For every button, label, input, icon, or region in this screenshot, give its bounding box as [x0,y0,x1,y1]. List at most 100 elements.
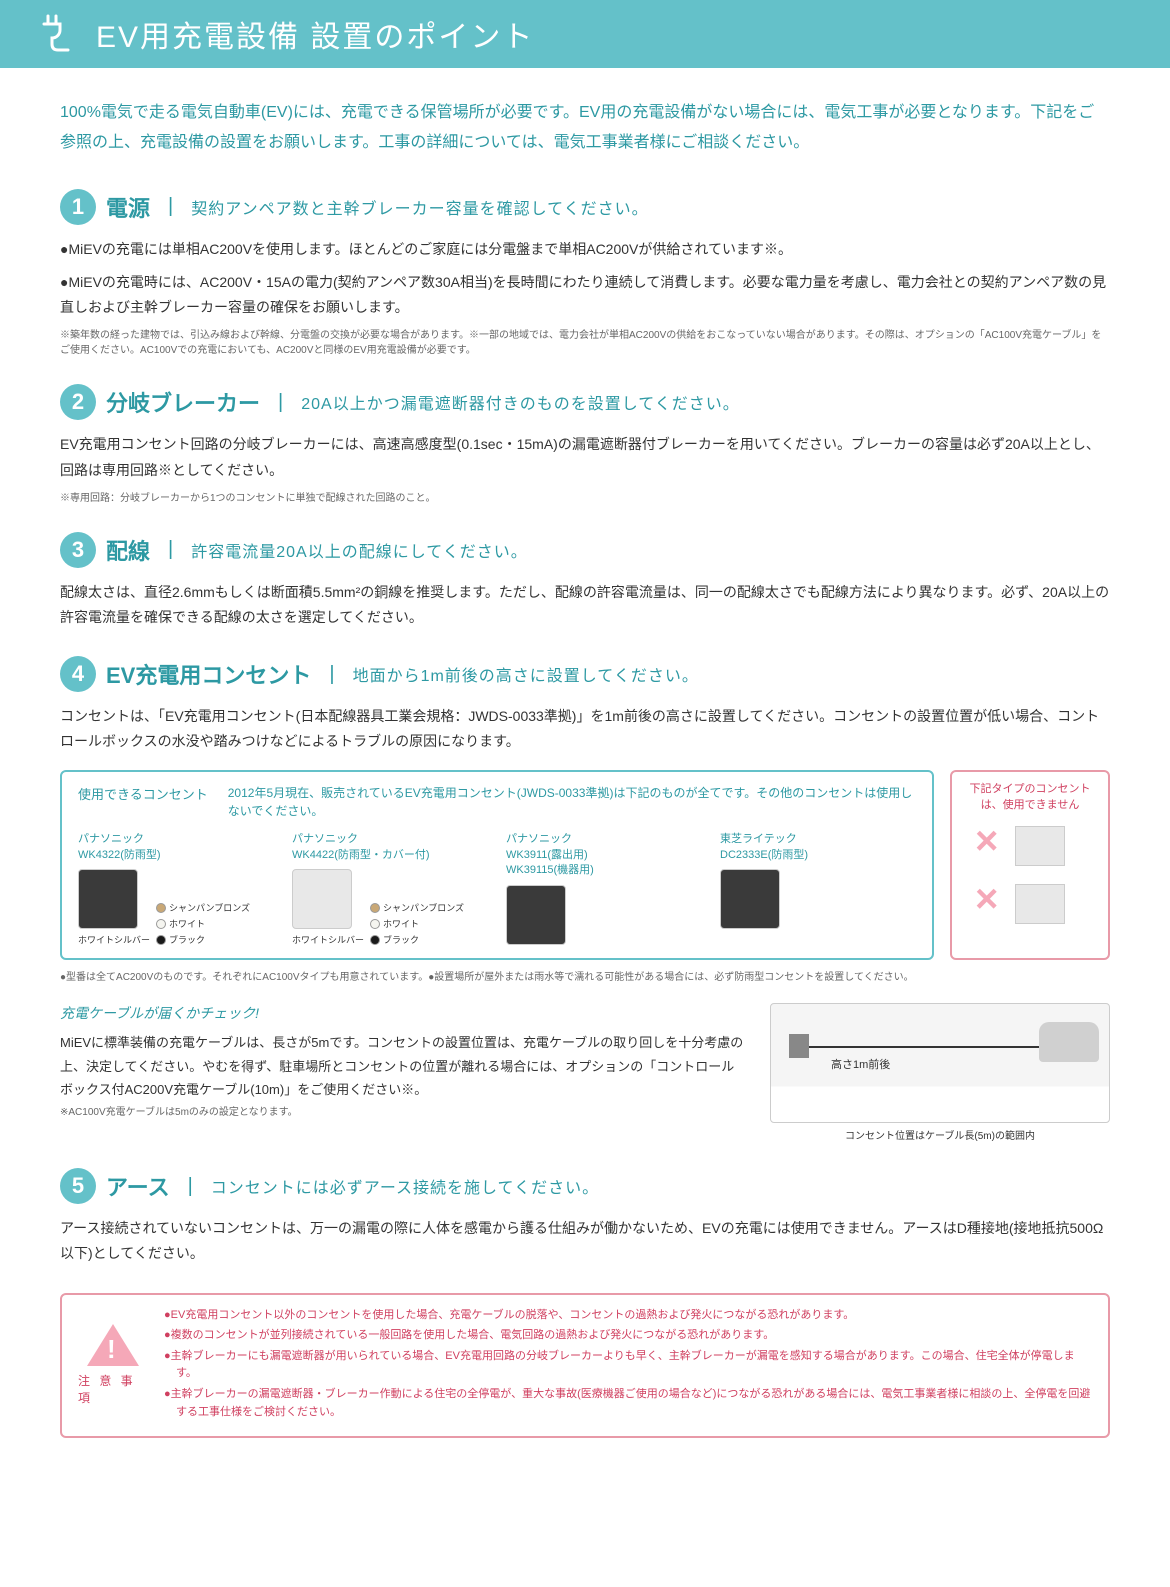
color-swatch [370,919,380,929]
section-1: 1 電源 | 契約アンペア数と主幹ブレーカー容量を確認してください。 ●MiEV… [60,189,1110,359]
section-header: 5 アース | コンセントには必ずアース接続を施してください。 [60,1168,1110,1204]
cable-text: 充電ケーブルが届くかチェック! MiEVに標準装備の充電ケーブルは、長さが5mで… [60,1003,746,1142]
cable-diagram-wrap: 高さ1m前後 コンセント位置はケーブル長(5m)の範囲内 [770,1003,1110,1142]
section-title: 電源 [106,191,150,223]
swatch-label: ホワイト [169,917,205,930]
warning-box: ! 注 意 事 項 ●EV充電用コンセント以外のコンセントを使用した場合、充電ケ… [60,1293,1110,1439]
cable-check: 充電ケーブルが届くかチェック! MiEVに標準装備の充電ケーブルは、長さが5mで… [60,1003,1110,1142]
color-swatch [156,903,166,913]
section-number: 5 [60,1168,96,1204]
no-use-items: × × [960,821,1100,929]
section-2: 2 分岐ブレーカー | 20A以上かつ漏電遮断器付きのものを設置してください。 … [60,384,1110,505]
no-use-item: × [995,879,1065,929]
section-subtitle: 地面から1m前後の高さに設置してください。 [353,662,699,686]
x-icon: × [975,821,998,861]
outlet-box-label: 使用できるコンセント [78,784,208,803]
diagram-height-label: 高さ1m前後 [831,1056,890,1072]
color-swatch [156,919,166,929]
section-title: 配線 [106,534,150,566]
product-list: パナソニックWK4322(防雨型) ホワイトシルバー シャンパンブロンズホワイト… [78,832,916,946]
section-subtitle: コンセントには必ずアース接続を施してください。 [211,1174,599,1198]
swatch-row: ブラック [156,933,250,946]
divider: | [188,1175,193,1198]
product-image [292,869,352,929]
product-item: パナソニックWK4422(防雨型・カバー付) ホワイトシルバー シャンパンブロン… [292,832,488,946]
section-body: EV充電用コンセント回路の分岐ブレーカーには、高速高感度型(0.1sec・15m… [60,432,1110,505]
outlet-box-desc: 2012年5月現在、販売されているEV充電用コンセント(JWDS-0033準拠)… [228,784,916,820]
color-swatch [370,903,380,913]
cable-note: ※AC100V充電ケーブルは5mのみの設定となります。 [60,1105,746,1120]
warning-item: ●主幹ブレーカーにも漏電遮断器が用いられている場合、EV充電用回路の分岐ブレーカ… [164,1348,1092,1383]
section-body: 配線太さは、直径2.6mmもしくは断面積5.5mm²の銅線を推奨します。ただし、… [60,580,1110,630]
body-text: コンセントは、「EV充電用コンセント(日本配線器具工業会規格：JWDS-0033… [60,704,1110,754]
product-item: パナソニックWK3911(露出用)WK39115(機器用) [506,832,702,946]
section-number: 3 [60,532,96,568]
diagram-car-icon [1039,1022,1099,1062]
section-title: アース [106,1170,170,1202]
section-body: アース接続されていないコンセントは、万一の漏電の際に人体を感電から護る仕組みが働… [60,1216,1110,1266]
section-header: 1 電源 | 契約アンペア数と主幹ブレーカー容量を確認してください。 [60,189,1110,225]
note-text: ※築年数の経った建物では、引込み線および幹線、分電盤の交換が必要な場合があります… [60,328,1110,358]
no-use-box: 下記タイプのコンセントは、使用できません × × [950,770,1110,960]
color-swatches: シャンパンブロンズホワイトブラック [156,901,250,946]
body-text: 配線太さは、直径2.6mmもしくは断面積5.5mm²の銅線を推奨します。ただし、… [60,580,1110,630]
section-title: EV充電用コンセント [106,658,311,690]
plug-icon [40,14,80,54]
section-header: 4 EV充電用コンセント | 地面から1m前後の高さに設置してください。 [60,656,1110,692]
warning-item: ●主幹ブレーカーの漏電遮断器・ブレーカー作動による住宅の全停電が、重大な事故(医… [164,1386,1092,1421]
x-icon: × [975,879,998,919]
no-use-header: 下記タイプのコンセントは、使用できません [960,782,1100,813]
swatch-label: シャンパンブロンズ [383,901,464,914]
section-4: 4 EV充電用コンセント | 地面から1m前後の高さに設置してください。 コンセ… [60,656,1110,1142]
warning-icon: ! [87,1324,139,1366]
color-swatch [156,935,166,945]
product-item: パナソニックWK4322(防雨型) ホワイトシルバー シャンパンブロンズホワイト… [78,832,274,946]
section-3: 3 配線 | 許容電流量20A以上の配線にしてください。 配線太さは、直径2.6… [60,532,1110,630]
divider: | [168,538,173,561]
product-name: 東芝ライテックDC2333E(防雨型) [720,832,916,863]
swatch-label: ホワイト [383,917,419,930]
swatch-row: ブラック [370,933,464,946]
content-area: 100%電気で走る電気自動車(EV)には、充電できる保管場所が必要です。EV用の… [0,68,1170,1468]
body-text: EV充電用コンセント回路の分岐ブレーカーには、高速高感度型(0.1sec・15m… [60,432,1110,482]
note-text: ※専用回路：分岐ブレーカーから1つのコンセントに単独で配線された回路のこと。 [60,491,1110,506]
exclamation-icon: ! [107,1334,116,1365]
product-image [720,869,780,929]
warning-label: 注 意 事 項 [78,1372,148,1406]
product-image [1015,826,1065,866]
warning-list: ●EV充電用コンセント以外のコンセントを使用した場合、充電ケーブルの脱落や、コン… [164,1307,1092,1425]
swatch-label: ブラック [169,933,205,946]
diagram-range-label: コンセント位置はケーブル長(5m)の範囲内 [770,1127,1110,1142]
diagram-outlet-icon [789,1034,809,1058]
section-body: コンセントは、「EV充電用コンセント(日本配線器具工業会規格：JWDS-0033… [60,704,1110,754]
cable-title: 充電ケーブルが届くかチェック! [60,1003,746,1023]
color-swatches: シャンパンブロンズホワイトブラック [370,901,464,946]
section-subtitle: 20A以上かつ漏電遮断器付きのものを設置してください。 [301,390,740,414]
page-title: EV用充電設備 設置のポイント [96,12,534,56]
divider: | [278,391,283,414]
swatch-row: ホワイト [370,917,464,930]
divider: | [168,195,173,218]
cable-diagram: 高さ1m前後 [770,1003,1110,1123]
swatch-row: シャンパンブロンズ [156,901,250,914]
section-subtitle: 契約アンペア数と主幹ブレーカー容量を確認してください。 [191,195,648,219]
swatch-label: ブラック [383,933,419,946]
header-banner: EV用充電設備 設置のポイント [0,0,1170,68]
color-swatch [370,935,380,945]
swatch-row: シャンパンブロンズ [370,901,464,914]
section-number: 4 [60,656,96,692]
section-title: 分岐ブレーカー [106,386,260,418]
no-use-item: × [995,821,1065,871]
product-image [506,885,566,945]
section-header: 2 分岐ブレーカー | 20A以上かつ漏電遮断器付きのものを設置してください。 [60,384,1110,420]
outlet-footnote: ●型番は全てAC200Vのものです。それぞれにAC100Vタイプも用意されていま… [60,970,1110,985]
section-header: 3 配線 | 許容電流量20A以上の配線にしてください。 [60,532,1110,568]
product-image [78,869,138,929]
body-text: ●MiEVの充電時には、AC200V・15Aの電力(契約アンペア数30A相当)を… [60,270,1110,320]
body-text: ●MiEVの充電には単相AC200Vを使用します。ほとんどのご家庭には分電盤まで… [60,237,1110,262]
product-image [1015,884,1065,924]
product-item: 東芝ライテックDC2333E(防雨型) [720,832,916,946]
intro-text: 100%電気で走る電気自動車(EV)には、充電できる保管場所が必要です。EV用の… [60,98,1110,159]
section-subtitle: 許容電流量20A以上の配線にしてください。 [191,538,528,562]
product-name: パナソニックWK4422(防雨型・カバー付) [292,832,488,863]
